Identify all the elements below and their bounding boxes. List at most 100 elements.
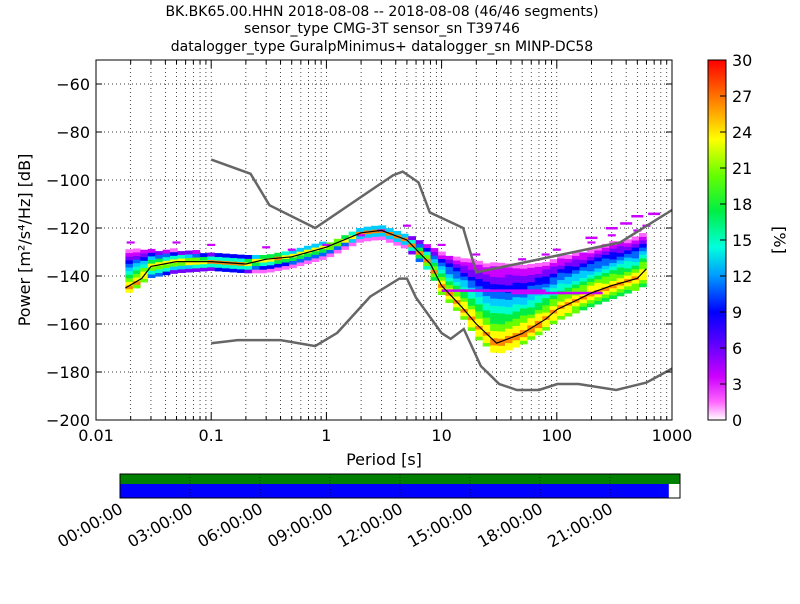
heatmap-cell: [624, 271, 632, 276]
heatmap-cell: [445, 273, 454, 278]
heatmap-cell: [482, 310, 491, 315]
heatmap-cell: [505, 339, 513, 344]
heatmap-cell: [624, 260, 632, 265]
heatmap-cell: [333, 238, 342, 243]
heatmap-cell: [497, 291, 506, 296]
heatmap-cell: [214, 263, 223, 268]
heatmap-cell: [266, 257, 275, 262]
heatmap-cell: [534, 277, 543, 282]
heatmap-cell: [631, 279, 640, 284]
heatmap-cell: [147, 248, 156, 253]
heatmap-cell: [564, 269, 573, 274]
heatmap-cell: [155, 269, 163, 274]
heatmap-cell: [467, 294, 476, 299]
heatmap-cell: [542, 305, 550, 310]
heatmap-cell: [460, 258, 469, 263]
heatmap-cell: [624, 253, 632, 258]
heatmap-cell: [512, 278, 521, 283]
heatmap-cell: [222, 268, 230, 272]
heatmap-cell: [572, 302, 580, 307]
heatmap-cell: [266, 254, 275, 259]
heatmap-cell: [616, 288, 625, 293]
heatmap-cell: [631, 243, 640, 248]
upper-outlier-cell: [631, 215, 644, 218]
heatmap-cell: [542, 272, 550, 277]
heatmap-cell: [162, 271, 171, 276]
heatmap-cell: [304, 252, 312, 257]
heatmap-cell: [586, 278, 595, 283]
sparse-outlier-cell: [322, 243, 331, 246]
heatmap-cell: [505, 306, 513, 311]
heatmap-cell: [475, 286, 483, 290]
heatmap-cell: [244, 269, 253, 274]
heatmap-cell: [184, 257, 193, 262]
heatmap-cell: [519, 340, 528, 345]
heatmap-cell: [557, 265, 565, 270]
heatmap-cell: [572, 287, 580, 292]
heatmap-cell: [519, 282, 528, 287]
colorbar: 0 3 6 9 12 15 18 21 24 27 30 [%]: [707, 51, 789, 430]
heatmap-cell: [445, 277, 454, 282]
colorbar-tick-label: 18: [732, 195, 752, 214]
heatmap-cell: [505, 317, 513, 322]
colorbar-tick-label: 9: [732, 303, 742, 322]
heatmap-cell: [490, 327, 498, 332]
heatmap-cell: [393, 241, 402, 246]
heatmap-cell: [586, 270, 595, 275]
heatmap-cell: [199, 263, 208, 268]
heatmap-cell: [549, 262, 558, 267]
heatmap-cell: [609, 269, 617, 274]
heatmap-cell: [467, 269, 476, 274]
heatmap-cell: [475, 296, 483, 301]
heatmap-cell: [557, 286, 565, 291]
heatmap-cell: [348, 242, 357, 247]
timeline-label: 06:00:00: [194, 499, 266, 551]
sparse-outlier-cell: [172, 241, 181, 244]
heatmap-cell: [445, 284, 454, 289]
sparse-outlier-cell: [472, 253, 481, 256]
heatmap-cell: [482, 328, 491, 333]
heatmap-cell: [125, 260, 134, 264]
heatmap-cell: [586, 260, 595, 265]
heatmap-cell: [542, 283, 550, 288]
heatmap-cell: [460, 312, 469, 317]
heatmap-cell: [601, 254, 610, 259]
heatmap-cell: [505, 314, 513, 318]
heatmap-cell: [638, 283, 647, 288]
heatmap-cell: [132, 255, 141, 260]
heatmap-cell: [549, 269, 558, 274]
heatmap-cell: [423, 247, 431, 252]
heatmap-cell: [363, 226, 372, 231]
heatmap-cell: [438, 276, 446, 281]
heatmap-cell: [557, 308, 565, 313]
heatmap-cell: [289, 260, 297, 265]
heatmap-cell: [534, 284, 543, 289]
heatmap-cell: [497, 273, 506, 278]
heatmap-cell: [497, 316, 506, 321]
heatmap-cell: [527, 335, 536, 340]
heatmap-cell: [475, 278, 483, 283]
heatmap-cell: [497, 280, 506, 285]
heatmap-cell: [512, 300, 521, 305]
heatmap-cell: [423, 251, 431, 256]
upper-outlier-cell: [648, 212, 661, 216]
heatmap-cell: [616, 252, 625, 257]
heatmap-cell: [601, 279, 610, 284]
heatmap-cell: [505, 332, 513, 336]
heatmap-cell: [527, 285, 536, 290]
heatmap-cell: [564, 265, 573, 270]
mode-line: [125, 229, 647, 344]
heatmap-cell: [199, 253, 208, 258]
heatmap-cell: [542, 276, 550, 281]
heatmap-cell: [460, 294, 469, 299]
heatmap-cell: [579, 281, 588, 286]
colorbar-tick-label: 24: [732, 123, 752, 142]
heatmap-cell: [132, 248, 141, 253]
heatmap-cell: [497, 324, 506, 328]
heatmap-cell: [586, 299, 595, 304]
heatmap-cell: [147, 256, 156, 261]
heatmap-cell: [415, 254, 424, 259]
heatmap-cell: [378, 225, 387, 230]
heatmap-cell: [638, 232, 647, 237]
heatmap-cell: [512, 332, 521, 337]
